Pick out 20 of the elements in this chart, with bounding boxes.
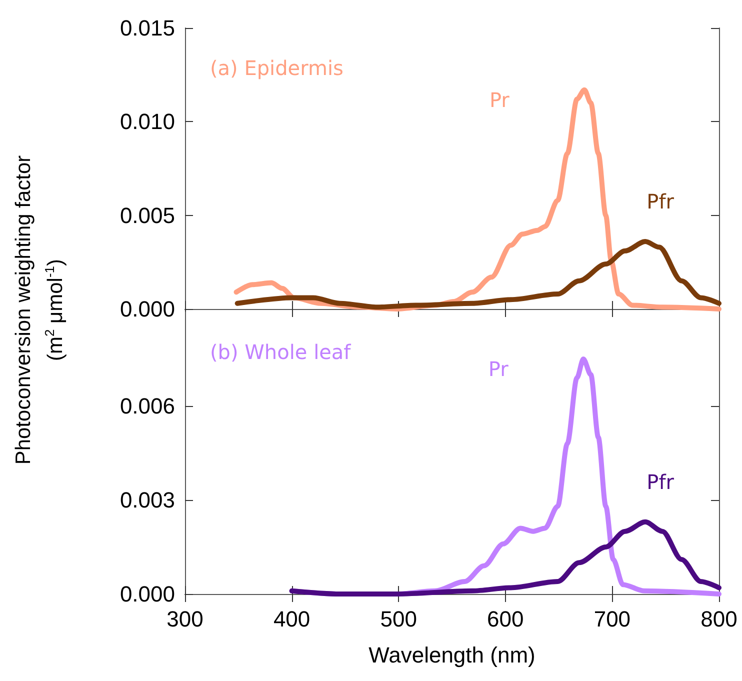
- x-tick-label: 600: [487, 606, 524, 632]
- x-axis-title: Wavelength (nm): [368, 642, 536, 668]
- x-tick-label: 500: [380, 606, 417, 632]
- text: Pr: [489, 88, 510, 112]
- y-tick-label: 0.015: [120, 16, 175, 40]
- x-tick-label: 700: [594, 606, 631, 632]
- y-tick-label: 0.006: [120, 394, 175, 418]
- y-tick-label: 0.005: [120, 202, 175, 228]
- annotation: (a) Epidermis: [210, 56, 344, 80]
- y-tick-label: 0.010: [120, 109, 175, 134]
- annotation: (b) Whole leaf: [210, 340, 352, 364]
- series-label: Pfr: [646, 190, 675, 214]
- text: Pr: [488, 357, 510, 381]
- y-tick-label: 0.000: [120, 582, 175, 606]
- series-label: Pfr: [646, 470, 675, 494]
- x-tick-label: 800: [700, 606, 738, 632]
- x-tick-label: 400: [273, 606, 310, 632]
- x-tick-label: 300: [166, 606, 204, 632]
- y-tick-label: 0.000: [120, 296, 175, 322]
- y-tick-label: 0.003: [120, 488, 175, 512]
